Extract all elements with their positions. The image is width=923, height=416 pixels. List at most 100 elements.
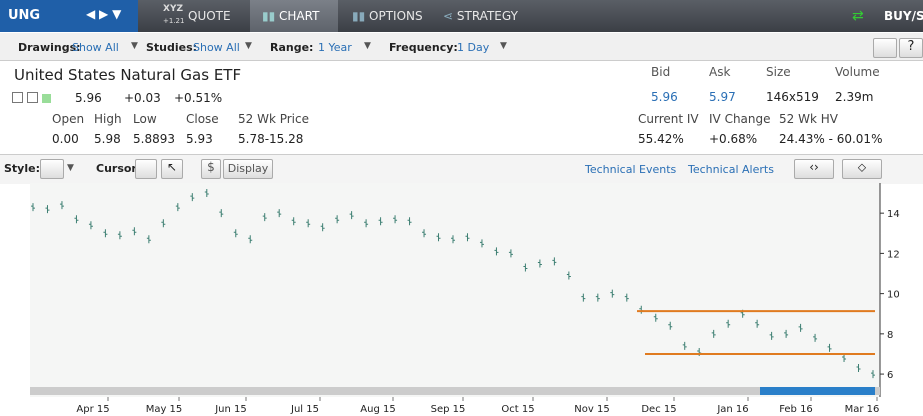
x-tick-label: Nov 15 <box>574 404 609 415</box>
stat-value: 5.93 <box>186 132 213 146</box>
volatility-value: +0.68% <box>709 132 758 146</box>
technical-alerts[interactable]: Technical Alerts <box>688 163 774 176</box>
price-bar <box>306 219 311 228</box>
price-bar <box>479 239 484 248</box>
price-bar <box>103 229 108 238</box>
y-tick-label: 14 <box>887 209 900 220</box>
x-tick-label: Apr 15 <box>76 404 109 415</box>
last-price: 5.96 <box>75 91 102 105</box>
price-bar <box>436 233 441 242</box>
stat-label: High <box>94 112 122 126</box>
technical-events[interactable]: Technical Events <box>585 163 677 176</box>
dropdown: ▼ <box>500 41 507 51</box>
toolbar-value[interactable]: Show All <box>72 41 119 54</box>
price-bar <box>813 333 818 342</box>
scrollbar[interactable] <box>30 387 880 395</box>
quote-icon: XYZ <box>163 4 183 14</box>
symbol-arrows[interactable]: ◀ ▶ ▼ <box>86 7 122 21</box>
help-button[interactable]: ? <box>899 38 923 58</box>
y-tick-label: 10 <box>887 290 900 301</box>
price-bar <box>204 189 209 198</box>
price-bar <box>161 219 166 228</box>
x-tick-label: Mar 16 <box>845 404 880 415</box>
display-button[interactable]: Display <box>223 159 273 179</box>
zoom-v-button[interactable]: ⬦ <box>842 159 882 179</box>
price-bar <box>31 203 35 212</box>
stat-label: Open <box>52 112 85 126</box>
price-bar <box>88 221 93 230</box>
dropdown: ▼ <box>364 41 371 51</box>
price-bar <box>856 364 861 373</box>
tab[interactable]: ▮▮ OPTIONS <box>352 9 423 23</box>
price-bar <box>277 209 282 218</box>
market-value: 5.97 <box>709 90 736 104</box>
price-bar <box>190 193 195 202</box>
tab[interactable]: ▮▮ CHART <box>262 9 320 23</box>
stat-label: Close <box>186 112 219 126</box>
market-label: Size <box>766 65 791 79</box>
tab-label: STRATEGY <box>456 9 518 23</box>
x-tick-label: Jul 15 <box>290 404 319 415</box>
plot-area <box>30 183 880 397</box>
price-bar <box>566 271 571 280</box>
symbol-box[interactable] <box>0 0 138 32</box>
quote-icon-sub: +1.21 <box>163 17 185 25</box>
price-bar <box>349 211 354 220</box>
zoom-h-button[interactable]: ‹› <box>794 159 834 179</box>
price-bar <box>248 235 253 244</box>
pointer-button[interactable]: ↖ <box>161 159 183 179</box>
volatility-value: 24.43% - 60.01% <box>779 132 883 146</box>
change-pct: +0.51% <box>174 91 223 105</box>
price-bar <box>508 249 513 258</box>
tab[interactable]: ⋖ STRATEGY <box>443 9 518 23</box>
price-bar <box>364 219 369 228</box>
price-bar <box>552 257 557 266</box>
volatility-label: 52 Wk HV <box>779 112 838 126</box>
toolbar-value[interactable]: 1 Day <box>457 41 490 54</box>
toolbar <box>0 33 923 61</box>
x-tick-label: Sep 15 <box>431 404 466 415</box>
price-bar <box>45 205 50 214</box>
cursor-button[interactable] <box>135 159 157 179</box>
stat-label: 52 Wk Price <box>238 112 309 126</box>
x-tick-label: Jun 15 <box>214 404 247 415</box>
market-value: 146x519 <box>766 90 819 104</box>
style-button[interactable] <box>40 159 64 179</box>
toolbar-value[interactable]: Show All <box>193 41 240 54</box>
price-bar <box>668 321 673 330</box>
quote-icons[interactable] <box>12 92 60 103</box>
toolbar-label: Drawings: <box>18 41 81 54</box>
popout-button[interactable] <box>873 38 897 58</box>
tab-label: CHART <box>279 9 320 23</box>
chart: 6 8 10 12 14 Apr 15 May 15 Jun 15 Jul 15 Aug 15 Se… <box>30 183 900 415</box>
dollar-button[interactable]: $ <box>201 159 221 179</box>
market-label: Volume <box>835 65 880 79</box>
security-name: United States Natural Gas ETF <box>14 66 242 84</box>
price-bar <box>262 213 267 222</box>
trade-button[interactable]: BUY/SE <box>884 9 923 23</box>
price-bar <box>465 233 470 242</box>
y-tick-label: 12 <box>887 249 900 260</box>
symbol: UNG <box>8 8 41 23</box>
x-tick-label: Aug 15 <box>360 404 395 415</box>
toolbar-value[interactable]: 1 Year <box>318 41 352 54</box>
price-bar <box>711 329 716 338</box>
stat-value: 5.78-15.28 <box>238 132 304 146</box>
y-tick-label: 8 <box>887 330 893 341</box>
price-bar <box>755 319 760 328</box>
price-bar <box>842 353 847 362</box>
price-bar <box>219 209 224 218</box>
stat-value: 5.8893 <box>133 132 175 146</box>
stat-value: 5.98 <box>94 132 121 146</box>
stat-value: 0.00 <box>52 132 79 146</box>
scroll-thumb[interactable] <box>760 387 875 395</box>
active-tab <box>250 0 338 32</box>
price-bar <box>581 293 586 302</box>
price-bar <box>335 215 340 224</box>
price-bar <box>407 217 412 226</box>
tab[interactable]: QUOTE <box>188 9 231 23</box>
x-tick-label: Jan 16 <box>716 404 748 415</box>
market-label: Bid <box>651 65 671 79</box>
price-bar <box>610 289 615 298</box>
y-tick-label: 6 <box>887 370 893 381</box>
